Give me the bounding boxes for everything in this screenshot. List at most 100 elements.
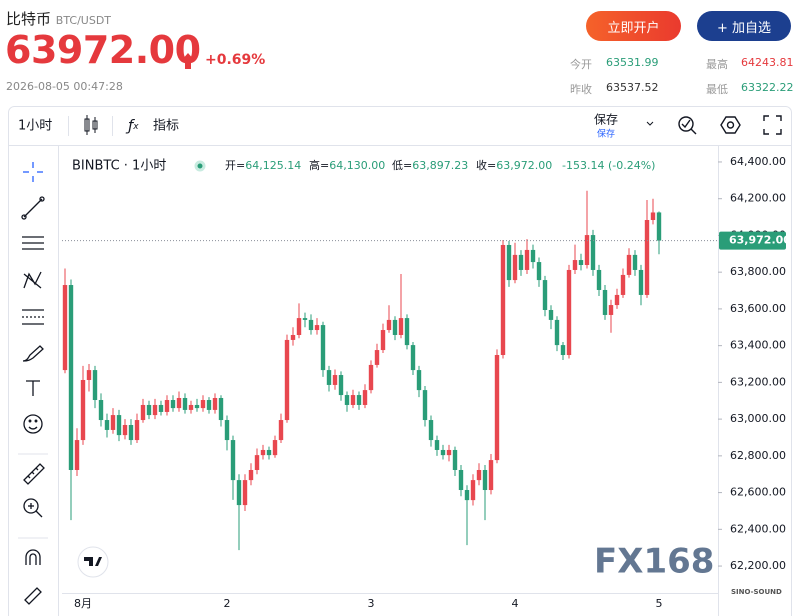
candle-body (404, 318, 410, 346)
candle-body (512, 254, 518, 281)
stat-value: 63537.52 (606, 81, 659, 94)
candle-body (614, 294, 620, 306)
candle-body (464, 490, 470, 501)
candle-body (92, 370, 98, 401)
ohlc-value: 63,972.00 (496, 159, 552, 172)
candle-body (410, 345, 416, 371)
candle-body (98, 400, 104, 421)
alert-icon[interactable] (678, 116, 697, 135)
candle-body (584, 235, 590, 266)
candle-body (542, 280, 548, 311)
interval-button[interactable]: 1小时 (18, 119, 52, 134)
ohlc-change: -153.14 (-0.24%) (562, 159, 655, 172)
candle-body (308, 319, 314, 331)
text-tool[interactable] (26, 380, 40, 396)
candle-body (596, 269, 602, 290)
candle-body (434, 440, 440, 450)
candle-body (458, 469, 464, 491)
candle-body (548, 310, 554, 320)
candle-body (386, 319, 392, 331)
tv-logo (77, 546, 109, 578)
y-tick-label: 63,800.00 (730, 265, 786, 278)
channel-tool[interactable] (22, 236, 44, 250)
stat-label: 今开 (570, 58, 592, 71)
zoom-tool[interactable] (23, 498, 43, 518)
candle-body (200, 400, 206, 409)
measure-tool[interactable] (23, 463, 45, 485)
last-price-tag (719, 231, 786, 250)
candle-body (326, 370, 332, 385)
candle-body (206, 400, 212, 410)
candle-body (590, 235, 596, 270)
candle-body (116, 415, 122, 436)
candle-body (632, 254, 638, 270)
candle-body (128, 424, 134, 441)
candle-body (146, 404, 152, 416)
candle-body (218, 397, 224, 421)
open-account-button[interactable]: 立即开户 (586, 11, 681, 41)
ohlc-label: 高= (309, 158, 329, 172)
save-sub: 保存 (597, 128, 615, 140)
asset-name: 比特币 BTC/USDT (6, 8, 111, 29)
brush-tool[interactable] (22, 345, 44, 362)
candle-body (314, 325, 320, 331)
y-tick-label: 64,200.00 (730, 192, 786, 205)
fullscreen-icon[interactable] (763, 115, 782, 135)
candle-body (260, 449, 266, 456)
ohlc-item: 开=64,125.14 (225, 159, 301, 172)
candle-body (422, 390, 428, 421)
save-dropdown[interactable] (646, 121, 654, 126)
watchlist-button[interactable]: + 加自选 (697, 11, 791, 41)
candle-body (74, 440, 80, 470)
candle-body (152, 404, 158, 416)
settings-icon[interactable] (720, 116, 741, 134)
y-tick-label: 63,400.00 (730, 339, 786, 352)
stat-value: 63531.99 (606, 56, 659, 69)
pattern-tool[interactable] (23, 271, 42, 289)
candle-body (68, 285, 74, 470)
watermark: FX168 (594, 542, 714, 582)
chart-type-icon[interactable] (84, 115, 98, 135)
y-tick-label: 63,000.00 (730, 412, 786, 425)
x-tick-label: 3 (368, 597, 375, 610)
candle-body (446, 449, 452, 456)
candle-body (494, 355, 500, 461)
lock-tool[interactable] (24, 587, 42, 605)
emoji-tool[interactable] (23, 414, 43, 434)
ohlc-item: 高=64,130.00 (309, 158, 385, 172)
candle-body (554, 319, 560, 346)
candle-body (164, 400, 170, 412)
ohlc-value: 64,125.14 (245, 159, 301, 172)
candle-body (566, 269, 572, 356)
indicators-button[interactable]: 指标 (153, 119, 179, 134)
magnet-tool[interactable] (25, 549, 41, 565)
candle-body (296, 318, 302, 335)
candle-body (338, 375, 344, 396)
y-tick-label: 62,400.00 (730, 522, 786, 535)
ohlc-item: 低=63,897.23 (392, 159, 468, 172)
candle-body (488, 460, 494, 491)
ohlc-label: 开= (225, 159, 245, 172)
candle-body (440, 449, 446, 456)
candle-body (158, 404, 164, 412)
y-tick-label: 63,200.00 (730, 375, 786, 388)
indicator-icon[interactable]: ƒx (125, 117, 139, 135)
fib-tool[interactable] (22, 309, 44, 325)
candle-body (524, 249, 530, 270)
candle-body (182, 397, 188, 410)
candle-body (302, 318, 308, 320)
ohlc-item: 收=63,972.00 (476, 158, 552, 172)
candle-body (80, 379, 86, 441)
x-tick-label: 4 (512, 597, 519, 610)
up-arrow (181, 53, 195, 69)
crosshair-tool[interactable] (23, 162, 43, 182)
candle-body (170, 400, 176, 409)
candle-body (368, 364, 374, 391)
stat-value: 63322.22 (741, 81, 794, 94)
candle-body (578, 260, 584, 266)
candle-body (236, 480, 242, 506)
candle-body (656, 212, 662, 241)
save-button[interactable]: 保存 (594, 113, 618, 127)
line-tool[interactable] (21, 196, 45, 220)
candle-body (536, 262, 542, 281)
